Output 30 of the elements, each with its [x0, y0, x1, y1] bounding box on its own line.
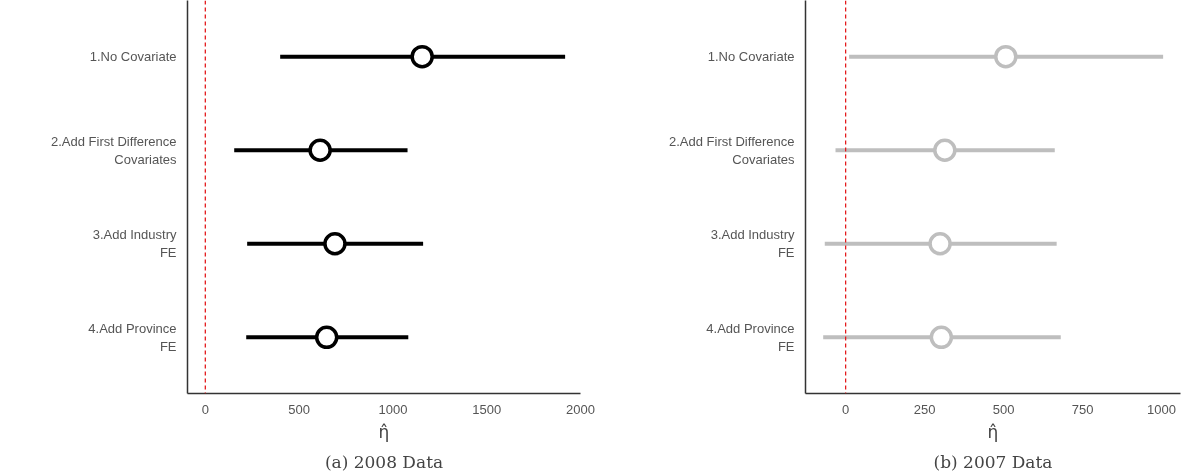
point	[933, 138, 957, 162]
point	[308, 138, 332, 162]
x-tick-label: 250	[913, 401, 936, 417]
y-tick-label: 3.Add Industry FE	[710, 227, 795, 261]
point	[994, 44, 1018, 69]
point	[323, 232, 347, 256]
y-tick-label: 3.Add Industry FE	[92, 227, 177, 261]
y-tick-label: 2.Add First Difference Covariates	[51, 133, 177, 167]
x-tick-label: 1500	[472, 401, 502, 417]
x-tick-label: 750	[1071, 401, 1094, 417]
x-tick-label: 1000	[1147, 401, 1177, 417]
x-tick-label: 2000	[566, 401, 595, 417]
y-tick-label: 4.Add Province FE	[88, 320, 177, 354]
point	[410, 44, 434, 69]
x-tick-label: 500	[288, 401, 310, 417]
point	[928, 232, 952, 256]
y-tick-label: 4.Add Province FE	[706, 320, 795, 354]
point	[929, 325, 954, 350]
text: (b) 2007 Data	[933, 451, 1053, 472]
x-tick-label: 0	[842, 401, 850, 417]
x-axis-title: η̂	[378, 421, 390, 442]
x-tick-label: 1000	[378, 401, 408, 417]
y-tick-label: 1.No Covariate	[707, 49, 795, 65]
y-tick-label: 1.No Covariate	[89, 49, 177, 65]
text: (a) 2008 Data	[324, 451, 444, 472]
y-tick-label: 2.Add First Difference Covariates	[669, 133, 795, 167]
x-tick-label: 500	[992, 401, 1015, 417]
x-tick-label: 0	[201, 401, 209, 417]
x-axis-title: η̂	[987, 421, 999, 442]
point	[314, 325, 339, 350]
